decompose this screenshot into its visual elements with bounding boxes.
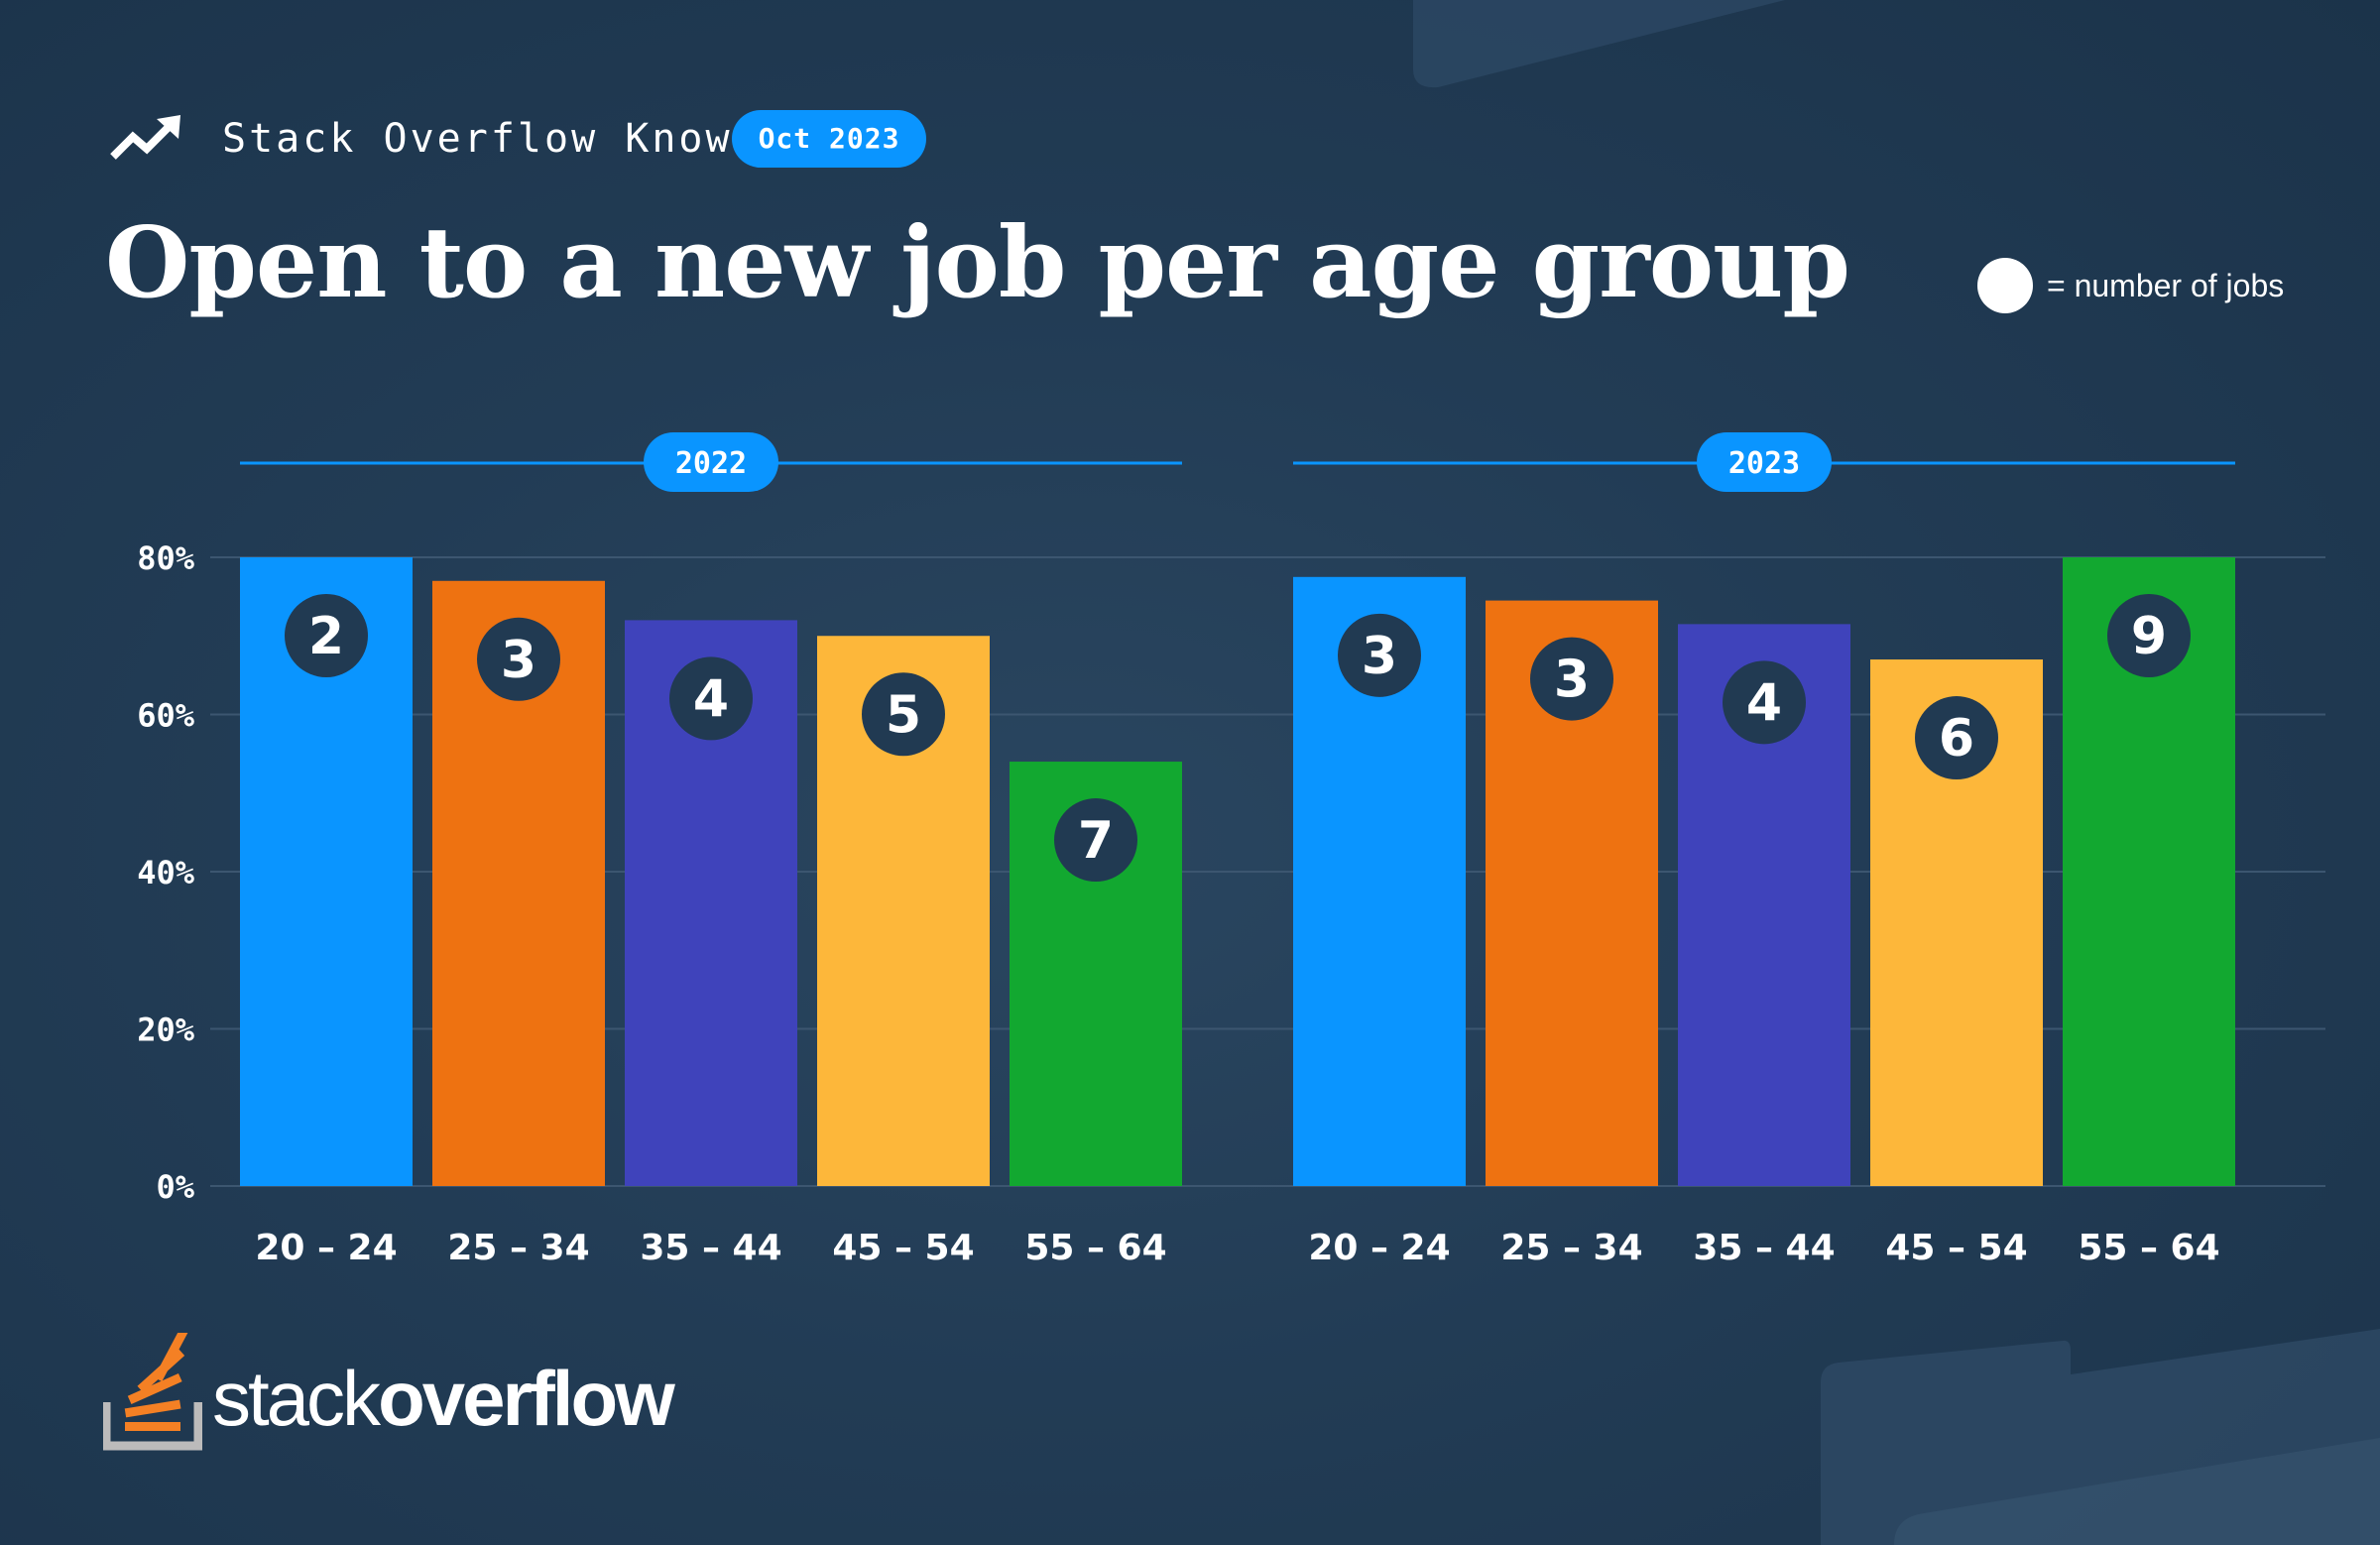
jobs-circle <box>1338 613 1421 697</box>
jobs-count-label: 3 <box>1554 651 1590 710</box>
x-tick-label: 55 – 64 <box>1024 1228 1166 1268</box>
y-tick-label: 60% <box>137 697 195 735</box>
jobs-count-label: 2 <box>308 607 344 666</box>
trending-up-icon <box>110 115 180 160</box>
date-badge: Oct 2023 <box>732 110 926 168</box>
stack-overflow-wordmark: stackoverflow <box>212 1351 675 1446</box>
legend-label: = number of jobs <box>2047 268 2285 303</box>
decorative-shape-top <box>1413 0 1785 88</box>
group-label: 2023 <box>1728 446 1800 481</box>
chart-title: Open to a new job per age group <box>105 206 1850 320</box>
jobs-circle <box>1530 637 1613 721</box>
jobs-count-label: 3 <box>1362 627 1397 686</box>
group-badge <box>1697 432 1832 492</box>
y-tick-label: 80% <box>137 539 195 577</box>
jobs-circle <box>1915 696 1998 780</box>
jobs-circle <box>1054 798 1137 883</box>
x-tick-label: 20 – 24 <box>255 1228 397 1268</box>
jobs-count-label: 3 <box>501 631 536 690</box>
jobs-count-label: 9 <box>2131 607 2167 666</box>
group-label: 2022 <box>675 446 747 481</box>
jobs-count-label: 5 <box>886 685 921 745</box>
wordmark-bold: overflow <box>378 1355 675 1442</box>
jobs-circle <box>477 617 560 701</box>
y-tick-label: 0% <box>156 1168 194 1206</box>
x-tick-label: 45 – 54 <box>1885 1228 2027 1268</box>
x-tick-label: 35 – 44 <box>1693 1228 1835 1268</box>
x-tick-label: 55 – 64 <box>2078 1228 2219 1268</box>
x-tick-label: 20 – 24 <box>1308 1228 1450 1268</box>
x-tick-label: 35 – 44 <box>640 1228 781 1268</box>
jobs-circle <box>862 672 945 757</box>
jobs-count-label: 6 <box>1939 709 1974 769</box>
jobs-count-label: 4 <box>693 669 729 729</box>
brand-label: Stack Overflow Knows <box>222 116 760 162</box>
decorative-shape-bottom <box>1821 1329 2380 1545</box>
y-tick-label: 20% <box>137 1011 195 1049</box>
jobs-circle <box>285 594 368 677</box>
wordmark-light: stack <box>212 1355 381 1442</box>
legend-circle <box>1977 258 2033 313</box>
x-tick-label: 25 – 34 <box>447 1228 589 1268</box>
x-tick-label: 25 – 34 <box>1500 1228 1642 1268</box>
jobs-count-label: 4 <box>1746 673 1782 733</box>
jobs-circle <box>2107 594 2191 677</box>
jobs-circle <box>669 656 753 741</box>
group-badge <box>644 432 778 492</box>
jobs-count-label: 7 <box>1078 811 1114 871</box>
jobs-circle <box>1723 660 1806 745</box>
y-tick-label: 40% <box>137 854 195 891</box>
x-tick-label: 45 – 54 <box>832 1228 974 1268</box>
stack-overflow-logo-icon <box>103 1333 202 1451</box>
